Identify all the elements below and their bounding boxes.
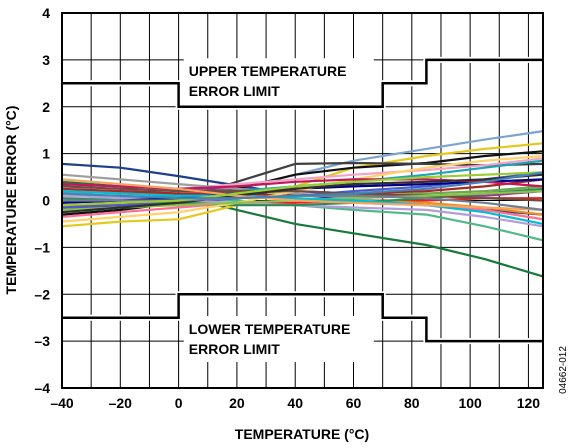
x-tick-label: –40 [50,395,74,411]
x-tick-label: 60 [346,395,362,411]
y-tick-label: 2 [42,99,50,115]
limit-lines [62,56,543,345]
x-tick-label: 20 [229,395,245,411]
y-tick-label: 0 [42,193,50,209]
x-tick-label: 80 [404,395,420,411]
annotation-lower-line-2: ERROR LIMIT [189,341,280,357]
y-tick-label: 3 [42,52,50,68]
limit-line-2 [62,293,543,343]
x-tick-label: 40 [287,395,303,411]
y-tick-label: 1 [42,146,50,162]
y-axis-title: TEMPERATURE ERROR (°C) [3,106,19,295]
series-line-25 [60,190,545,225]
y-tick-label: –3 [34,333,50,349]
data-series [60,130,545,278]
figure-id: 04662-012 [558,346,569,394]
series-line-27 [60,178,545,211]
plot-frame [61,12,544,389]
series-line-22 [60,185,545,202]
x-axis-title: TEMPERATURE (°C) [235,426,369,442]
annotation-box-1 [183,58,374,105]
limit-line-1 [62,58,543,109]
x-tick-labels: –40 –20 0 20 40 60 80 100 120 [50,395,540,411]
annotation-lower-line-1: LOWER TEMPERATURE [189,321,351,337]
y-tick-label: –4 [34,380,50,396]
annotation-upper-line-1: UPPER TEMPERATURE [189,63,347,79]
limit-annotations: UPPER TEMPERATURE ERROR LIMIT LOWER TEMPER… [183,58,374,363]
x-tick-label: 0 [175,395,183,411]
x-tick-label: 100 [458,395,482,411]
x-tick-label: 120 [517,395,541,411]
y-tick-labels: –4 –3 –2 –1 0 1 2 3 4 [34,5,50,396]
y-tick-label: –1 [34,239,50,255]
y-tick-label: –2 [34,286,50,302]
annotation-box-2 [183,316,374,363]
series-line-26 [60,173,545,214]
series-line-29 [60,171,545,207]
series-line-30 [60,171,545,200]
x-tick-label: –20 [109,395,133,411]
y-tick-label: 4 [42,5,50,21]
annotation-upper-line-2: ERROR LIMIT [189,83,280,99]
